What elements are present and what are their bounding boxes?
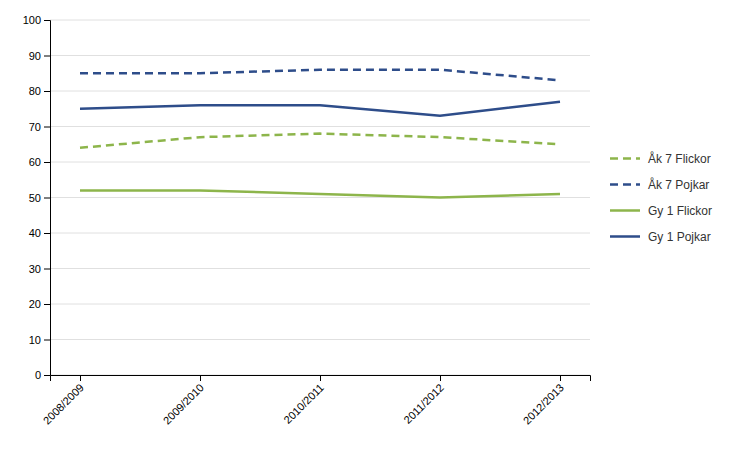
y-tick-label: 20	[29, 298, 41, 310]
y-tick-label: 90	[29, 50, 41, 62]
y-tick: 100	[23, 14, 50, 26]
legend-item: Åk 7 Pojkar	[610, 177, 709, 192]
grid-line	[50, 339, 590, 340]
y-tick: 0	[35, 369, 50, 381]
x-tick-label: 2009/2010	[161, 381, 206, 426]
y-tick-mark	[44, 56, 50, 57]
y-tick-label: 70	[29, 121, 41, 133]
y-tick-mark	[44, 198, 50, 199]
legend-swatch	[610, 183, 640, 186]
legend-label: Åk 7 Pojkar	[648, 177, 709, 192]
legend-item: Åk 7 Flickor	[610, 151, 711, 166]
y-tick-mark	[44, 127, 50, 128]
chart: 0 10 20 30 40 50 60 70 80 90 100 2008/2009 2009/2010…	[0, 0, 750, 450]
y-tick-mark	[44, 304, 50, 305]
x-tick: 2012/2013	[521, 375, 566, 427]
x-tick-mark	[320, 375, 321, 381]
x-tick: 2011/2012	[401, 375, 446, 426]
x-tick: 2010/2011	[281, 375, 326, 426]
y-tick-label: 50	[29, 192, 41, 204]
y-tick-label: 0	[35, 369, 41, 381]
x-tick-mark	[200, 375, 201, 381]
grid-line	[50, 162, 590, 163]
x-tick-label: 2010/2011	[281, 381, 326, 426]
y-tick-mark	[44, 375, 50, 376]
grid-line	[50, 197, 590, 198]
x-tick: 2008/2009	[41, 375, 86, 427]
y-tick-label: 100	[23, 14, 41, 26]
legend-swatch	[610, 235, 640, 238]
legend-label: Gy 1 Flickor	[648, 204, 712, 218]
y-tick: 80	[29, 85, 50, 97]
x-tick-label: 2012/2013	[521, 381, 566, 426]
y-tick-mark	[44, 269, 50, 270]
y-tick: 20	[29, 298, 50, 310]
y-tick-mark	[44, 20, 50, 21]
legend: Åk 7 Flickor Åk 7 Pojkar Gy 1 Flickor Gy 1 …	[610, 151, 712, 244]
legend-swatch	[610, 157, 640, 160]
grid-line	[50, 304, 590, 305]
y-tick-label: 60	[29, 156, 41, 168]
y-tick: 50	[29, 192, 50, 204]
x-tick-mark	[560, 375, 561, 381]
y-tick-mark	[44, 340, 50, 341]
y-tick-label: 10	[29, 334, 41, 346]
series-line	[80, 190, 560, 197]
y-tick-label: 30	[29, 263, 41, 275]
y-tick: 90	[29, 50, 50, 62]
legend-label: Gy 1 Pojkar	[648, 230, 711, 244]
x-tick-mark	[440, 375, 441, 381]
x-tick-mark	[80, 375, 81, 381]
y-tick-label: 80	[29, 85, 41, 97]
grid-line	[50, 268, 590, 269]
legend-item: Gy 1 Flickor	[610, 204, 712, 218]
x-tick-label: 2008/2009	[41, 381, 86, 426]
y-tick: 10	[29, 334, 50, 346]
grid-line	[50, 20, 590, 21]
legend-swatch	[610, 209, 640, 212]
plot-area: 0 10 20 30 40 50 60 70 80 90 100 2008/2009 2009/2010…	[23, 14, 591, 427]
x-tick-label: 2011/2012	[401, 381, 446, 426]
y-tick: 60	[29, 156, 50, 168]
grid-line	[50, 126, 590, 127]
lines	[80, 70, 560, 198]
legend-label: Åk 7 Flickor	[648, 151, 711, 166]
y-tick-mark	[44, 91, 50, 92]
legend-item: Gy 1 Pojkar	[610, 230, 711, 244]
series-line	[80, 70, 560, 81]
grid-line	[50, 91, 590, 92]
y-tick-label: 40	[29, 227, 41, 239]
y-tick-mark	[44, 162, 50, 163]
y-axis-line	[44, 21, 51, 376]
x-axis-line	[51, 376, 591, 382]
grid	[50, 20, 590, 375]
y-tick: 40	[29, 227, 50, 239]
y-tick: 70	[29, 121, 50, 133]
series-line	[80, 102, 560, 116]
y-tick: 30	[29, 263, 50, 275]
y-tick-mark	[44, 233, 50, 234]
grid-line	[50, 55, 590, 56]
series-line	[80, 134, 560, 148]
x-tick: 2009/2010	[161, 375, 206, 427]
x-axis: 2008/2009 2009/2010 2010/2011 2011/2012 2012…	[41, 375, 591, 427]
y-axis: 0 10 20 30 40 50 60 70 80 90 100	[23, 14, 51, 381]
grid-line	[50, 233, 590, 234]
